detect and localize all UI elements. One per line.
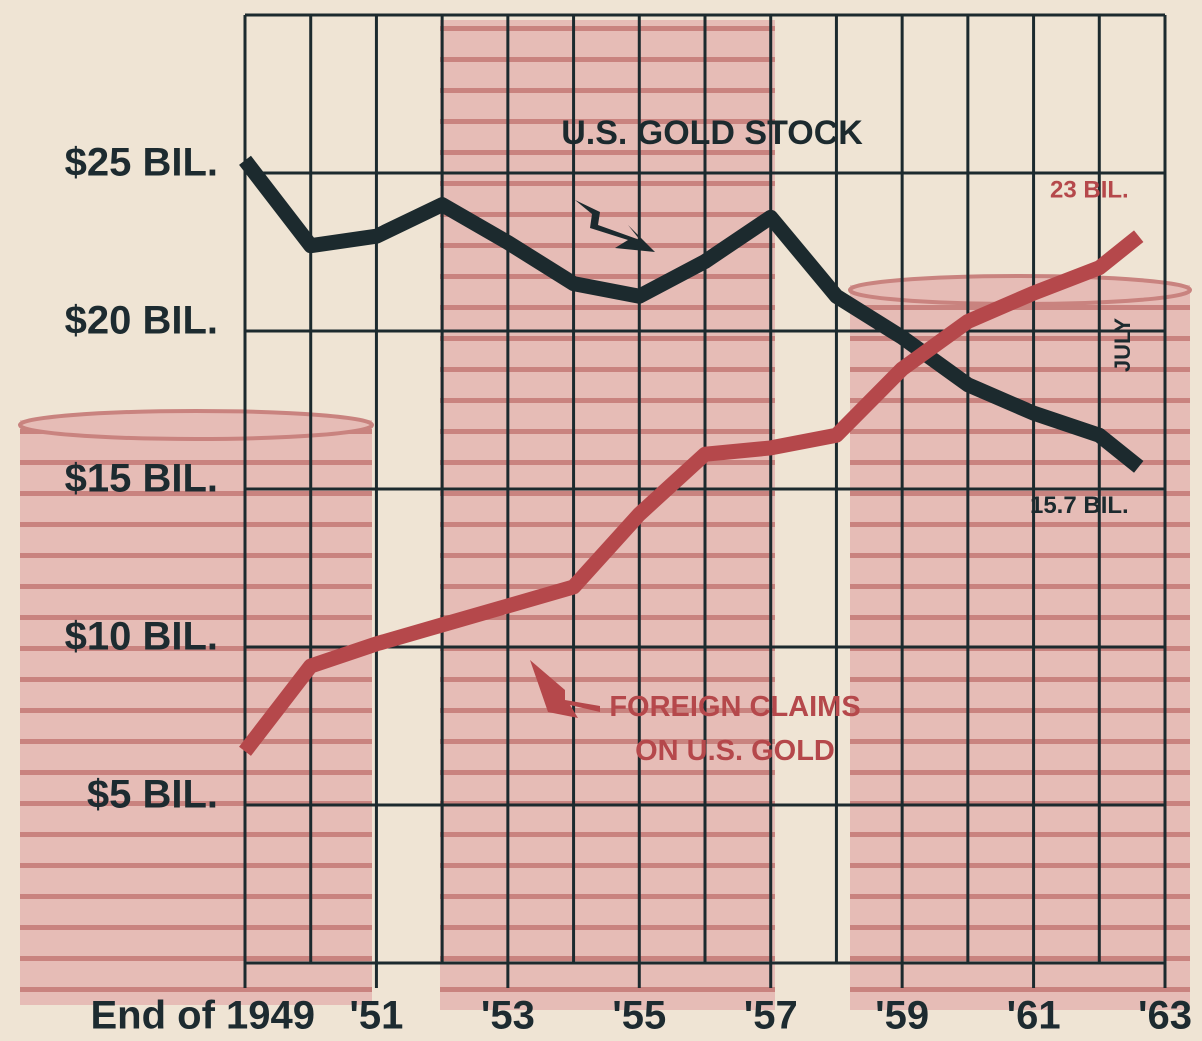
y-tick-label: $15 BIL. xyxy=(65,457,218,501)
value-label: 23 BIL. xyxy=(1050,177,1129,204)
y-tick-label: $25 BIL. xyxy=(65,141,218,185)
x-tick-label: '59 xyxy=(875,994,929,1038)
y-tick-label: $10 BIL. xyxy=(65,615,218,659)
x-tick-label: '53 xyxy=(481,994,535,1038)
x-tick-label: '55 xyxy=(612,994,666,1038)
annotation: JULY xyxy=(1110,318,1135,373)
x-tick-label: End of 1949 xyxy=(90,994,315,1038)
x-tick-label: '61 xyxy=(1007,994,1061,1038)
x-tick-label: '63 xyxy=(1138,994,1192,1038)
coin-stack xyxy=(440,20,775,1010)
x-tick-label: '57 xyxy=(744,994,798,1038)
series-label: FOREIGN CLAIMS ON U.S. GOLD xyxy=(590,685,880,773)
y-tick-label: $5 BIL. xyxy=(87,773,218,817)
value-label: 15.7 BIL. xyxy=(1030,492,1129,519)
y-tick-label: $20 BIL. xyxy=(65,299,218,343)
page: U.S. GOLD STOCK JULY $5 BIL. $10 BIL. $15 … xyxy=(0,0,1202,1041)
coin-stack xyxy=(20,420,372,1005)
coin-top xyxy=(20,411,372,439)
chart: U.S. GOLD STOCK JULY $5 BIL. $10 BIL. $15 … xyxy=(0,0,1202,1041)
series-label: U.S. GOLD STOCK xyxy=(561,114,863,152)
x-tick-label: '51 xyxy=(349,994,403,1038)
